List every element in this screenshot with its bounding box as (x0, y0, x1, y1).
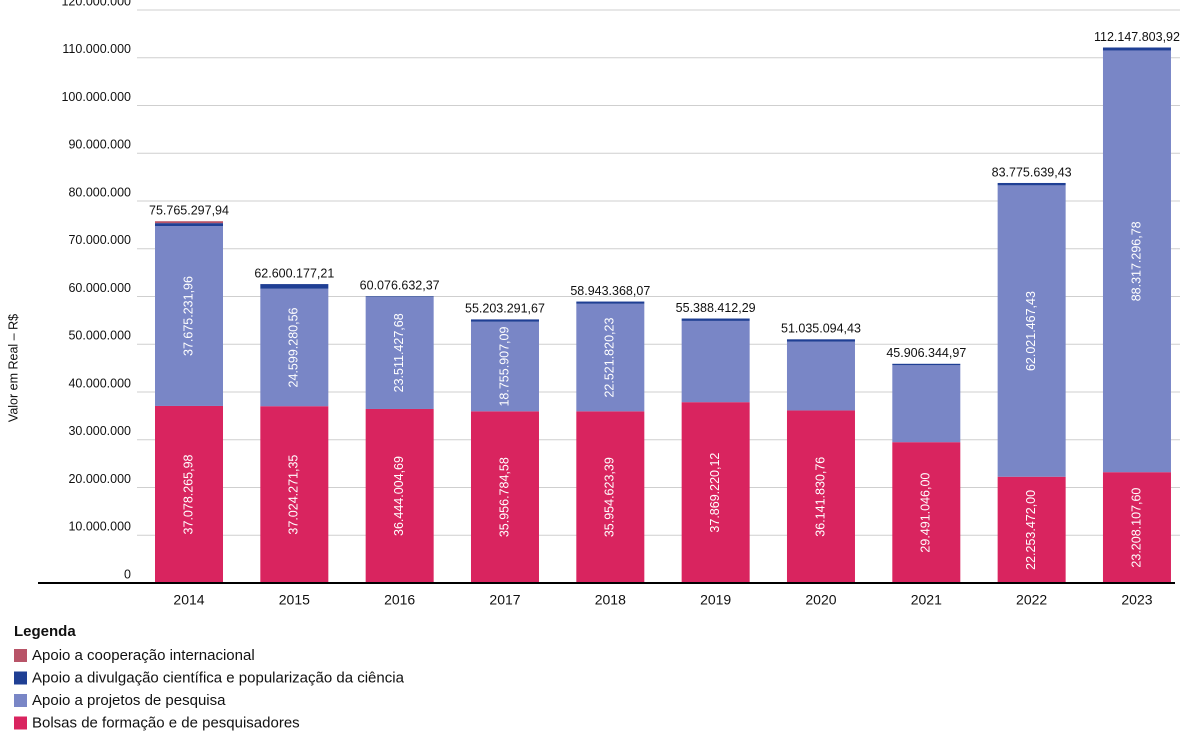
total-label: 55.388.412,29 (676, 301, 756, 315)
x-tick-label: 2023 (1121, 592, 1152, 608)
bar-segment (997, 476, 1066, 583)
segment-label: 22.253.472,00 (1024, 490, 1038, 570)
bar-segment (786, 410, 855, 583)
bar-segment (260, 284, 329, 289)
y-tick-label: 0 (124, 567, 131, 581)
x-tick-label: 2019 (700, 592, 731, 608)
bar-segment (470, 321, 539, 412)
y-tick-label: 70.000.000 (68, 233, 131, 247)
bar-segment (155, 223, 223, 227)
bar-segment (155, 221, 223, 224)
x-tick-label: 2017 (489, 592, 520, 608)
bar-segment (155, 405, 223, 583)
bar-segment (892, 442, 961, 583)
bar-segment (1102, 50, 1171, 473)
bar-segment (1102, 47, 1171, 51)
total-label: 51.035.094,43 (781, 322, 861, 336)
y-tick-label: 60.000.000 (68, 281, 131, 295)
bar-segment (681, 318, 750, 321)
bar-segment (365, 408, 434, 583)
legend-swatch (14, 649, 27, 662)
total-label: 58.943.368,07 (570, 284, 650, 298)
bar-segment (997, 182, 1066, 186)
segment-label: 37.024.271,35 (287, 455, 301, 535)
bar-segment (892, 365, 961, 443)
segment-label: 62.021.467,43 (1024, 291, 1038, 371)
segment-label: 36.444.004,69 (392, 456, 406, 536)
segment-label: 29.491.046,00 (919, 473, 933, 553)
total-label: 83.775.639,43 (992, 165, 1072, 179)
segment-label: 37.869.220,12 (708, 453, 722, 533)
x-tick-label: 2014 (173, 592, 204, 608)
x-tick-label: 2022 (1016, 592, 1047, 608)
legend-swatch (14, 671, 27, 685)
y-tick-label: 110.000.000 (62, 42, 131, 56)
bar-segment (365, 296, 434, 297)
bar-segment (260, 288, 329, 407)
bar-segment (681, 402, 750, 583)
segment-label: 88.317.296,78 (1129, 221, 1143, 301)
legend-label: Apoio a cooperação internacional (32, 647, 255, 664)
bar-segment (470, 411, 539, 583)
x-tick-label: 2020 (805, 592, 836, 608)
segment-label: 35.956.784,58 (497, 457, 511, 537)
bar-segment (681, 320, 750, 403)
bar-segment (892, 363, 961, 366)
legend-swatch (14, 716, 27, 730)
bar-segment (470, 319, 539, 322)
x-tick-label: 2015 (279, 592, 310, 608)
total-label: 45.906.344,97 (886, 346, 966, 360)
y-tick-label: 40.000.000 (68, 376, 131, 390)
total-label: 75.765.297,94 (149, 204, 229, 218)
legend-label: Apoio a projetos de pesquisa (32, 692, 226, 709)
segment-label: 37.675.231,96 (181, 276, 195, 356)
y-tick-label: 50.000.000 (68, 329, 131, 343)
segment-label: 22.521.820,23 (603, 318, 617, 398)
total-label: 60.076.632,37 (360, 278, 440, 292)
legend-label: Bolsas de formação e de pesquisadores (32, 714, 300, 731)
legend-title: Legenda (14, 623, 76, 640)
bar-segment (997, 185, 1066, 477)
segment-label: 24.599.280,56 (287, 307, 301, 387)
bar-segment (786, 341, 855, 411)
bar-segment (576, 303, 645, 412)
bar-segment (576, 411, 645, 583)
total-label: 62.600.177,21 (254, 266, 334, 280)
y-tick-label: 90.000.000 (68, 138, 131, 152)
legend-swatch (14, 694, 27, 707)
x-tick-label: 2018 (595, 592, 626, 608)
x-tick-label: 2021 (911, 592, 942, 608)
bar-segment (365, 296, 434, 409)
bar-segment (155, 226, 223, 406)
y-axis-label: Valor em Real – R$ (6, 314, 20, 422)
segment-label: 18.755.907,09 (497, 327, 511, 407)
y-tick-label: 20.000.000 (68, 472, 131, 486)
segment-label: 23.511.427,68 (392, 313, 406, 392)
bar-segment (260, 406, 329, 583)
bar-segment (786, 339, 855, 342)
segment-label: 23.208.107,60 (1129, 488, 1143, 568)
total-label: 112.147.803,92 (1094, 30, 1180, 44)
legend-label: Apoio a divulgação científica e populari… (32, 669, 405, 686)
y-tick-label: 120.000.000 (61, 0, 131, 8)
total-label: 55.203.291,67 (465, 302, 545, 316)
segment-label: 35.954.623,39 (603, 457, 617, 537)
y-tick-label: 10.000.000 (68, 520, 131, 534)
y-tick-label: 30.000.000 (68, 424, 131, 438)
segment-label: 36.141.830,76 (813, 457, 827, 537)
y-tick-label: 80.000.000 (68, 185, 131, 199)
segment-label: 37.078.265,98 (181, 454, 195, 534)
bar-segment (576, 301, 645, 304)
bar-segment (1102, 472, 1171, 583)
x-tick-label: 2016 (384, 592, 415, 608)
y-tick-label: 100.000.000 (61, 90, 131, 104)
